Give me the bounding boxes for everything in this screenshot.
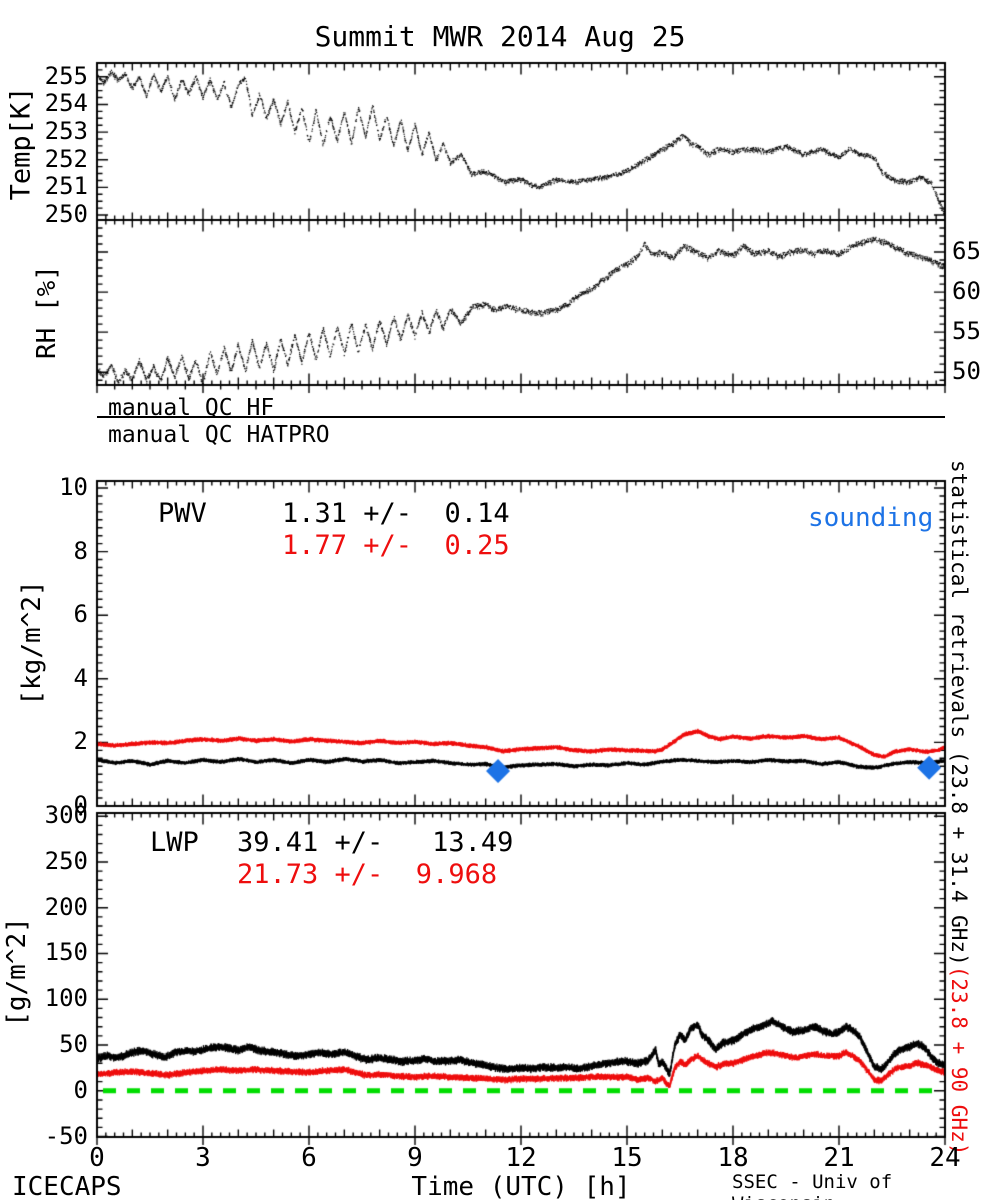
pwv-y-tick-label: 8 [73, 536, 88, 565]
temp-y-tick-label: 254 [44, 89, 88, 118]
lwp-y-tick-label: 50 [59, 1030, 88, 1059]
pwv-y-tick-label: 4 [73, 663, 88, 692]
page-title: Summit MWR 2014 Aug 25 [314, 20, 686, 53]
temp-y-tick-label: 252 [44, 144, 88, 173]
pwv-y-tick-label: 0 [73, 791, 88, 819]
lwp-y-tick-label: 0 [73, 1075, 88, 1104]
lwp-y-tick-label: 100 [44, 984, 88, 1013]
x-tick-label: 15 [611, 1143, 643, 1173]
lwp-y-tick-label: 150 [44, 938, 88, 967]
icecaps-label: ICECAPS [12, 1172, 122, 1200]
temp-y-tick-label: 251 [44, 172, 88, 201]
retrieval-method-vertical-label: statistical retrievals (23.8 + 31.4 GHz)… [946, 460, 972, 1180]
rh-y-tick-label: 60 [952, 277, 981, 306]
x-tick-label: 9 [407, 1143, 423, 1173]
x-tick-label: 24 [929, 1143, 961, 1173]
pwv-y-tick-label: 10 [59, 472, 88, 501]
sounding-legend-label: sounding [808, 503, 934, 533]
retrieval-method-red: (23.8 + 90 GHz) [947, 965, 971, 1156]
lwp-y-tick-label: 250 [44, 846, 88, 875]
x-tick-label: 18 [717, 1143, 749, 1173]
pwv-stats-red: 1.77 +/- 0.25 [282, 530, 510, 561]
lwp-panel-label: LWP [150, 827, 199, 858]
rh-y-tick-label: 50 [952, 357, 981, 386]
lwp-y-tick-label: -50 [44, 1121, 88, 1150]
pwv-stats-black: 1.31 +/- 0.14 [282, 498, 510, 529]
qc-divider [97, 416, 945, 418]
rh-y-tick-label: 55 [952, 317, 981, 346]
temp-y-tick-label: 255 [44, 61, 88, 90]
x-tick-label: 12 [505, 1143, 537, 1173]
x-tick-label: 0 [89, 1143, 105, 1173]
retrieval-method-black: statistical retrievals (23.8 + 31.4 GHz) [947, 460, 971, 966]
x-tick-label: 6 [301, 1143, 317, 1173]
pwv-y-tick-label: 2 [73, 727, 88, 756]
lwp-stats-red: 21.73 +/- 9.968 [237, 859, 498, 890]
rh-y-tick-label: 65 [952, 237, 981, 266]
pwv-y-tick-label: 6 [73, 600, 88, 629]
rh-axis-label: RH [%] [32, 265, 62, 359]
pwv-panel-label: PWV [158, 498, 207, 529]
credit-label: SSEC - Univ of Wisconsin [732, 1171, 893, 1200]
lwp-stats-black: 39.41 +/- 13.49 [237, 827, 514, 858]
lwp-y-tick-label: 200 [44, 892, 88, 921]
temp-y-tick-label: 253 [44, 117, 88, 146]
x-axis-title: Time (UTC) [h] [411, 1172, 631, 1200]
temp-y-tick-label: 250 [44, 200, 88, 229]
lwp-y-tick-label: 300 [44, 801, 88, 830]
qc-hatpro-label: manual QC HATPRO [108, 422, 330, 448]
lwp-axis-label: [g/m^2] [2, 917, 32, 1027]
x-tick-label: 3 [195, 1143, 211, 1173]
x-tick-label: 21 [823, 1143, 855, 1173]
